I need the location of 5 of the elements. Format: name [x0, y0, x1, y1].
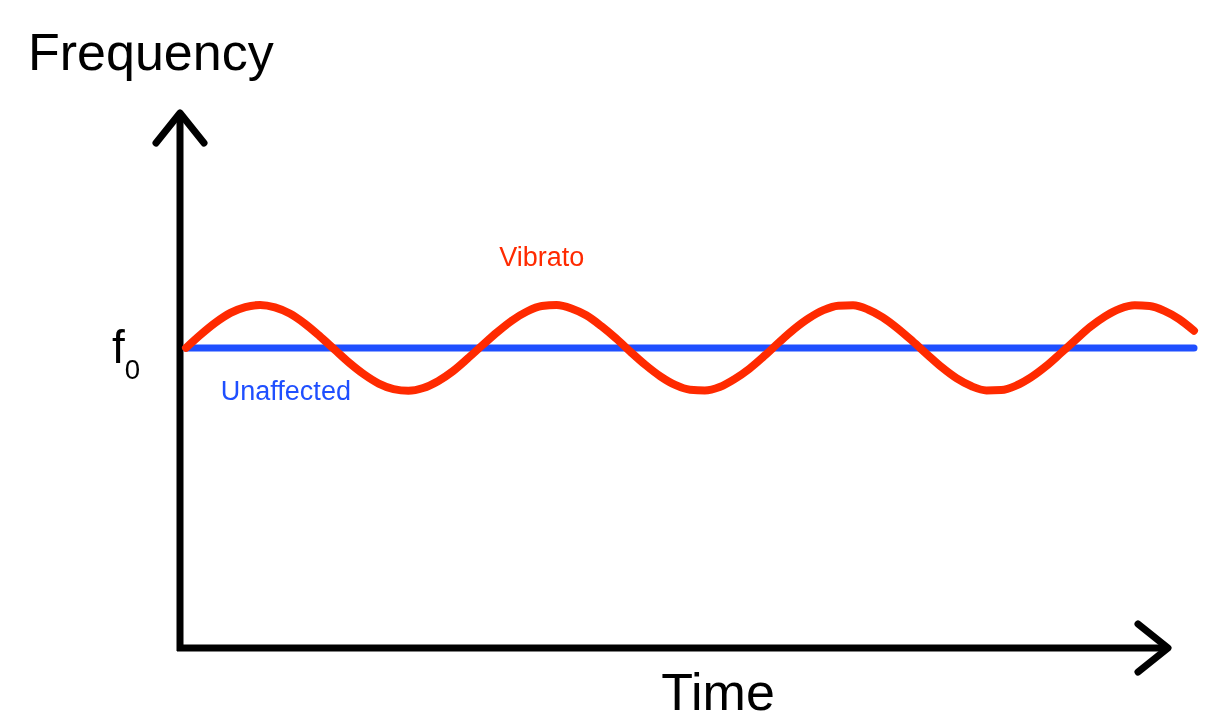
series-label: Vibrato — [499, 242, 585, 273]
text: f$_{0}$ — [112, 320, 141, 385]
series-label: Unaffected — [220, 375, 351, 406]
x-axis-title: Time — [661, 663, 775, 721]
y-axis-title: Frequency — [28, 23, 274, 81]
